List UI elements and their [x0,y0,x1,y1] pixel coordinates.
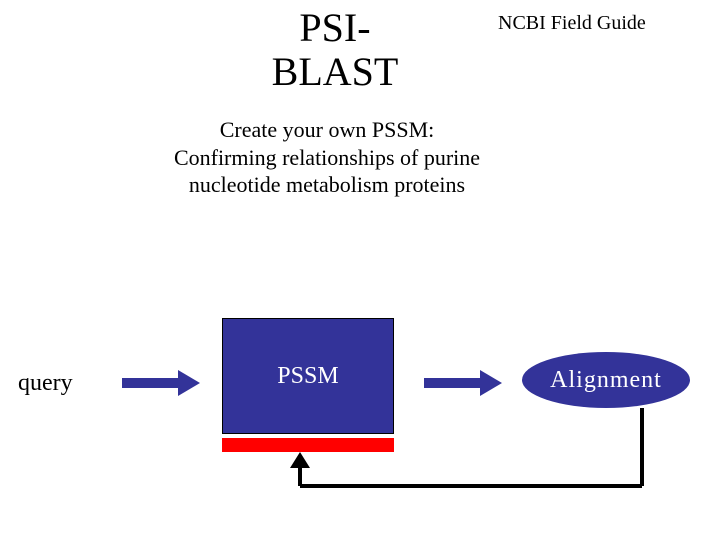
feedback-arrow-icon [0,0,720,540]
slide-stage: PSI- BLAST NCBI Field Guide Create your … [0,0,720,540]
